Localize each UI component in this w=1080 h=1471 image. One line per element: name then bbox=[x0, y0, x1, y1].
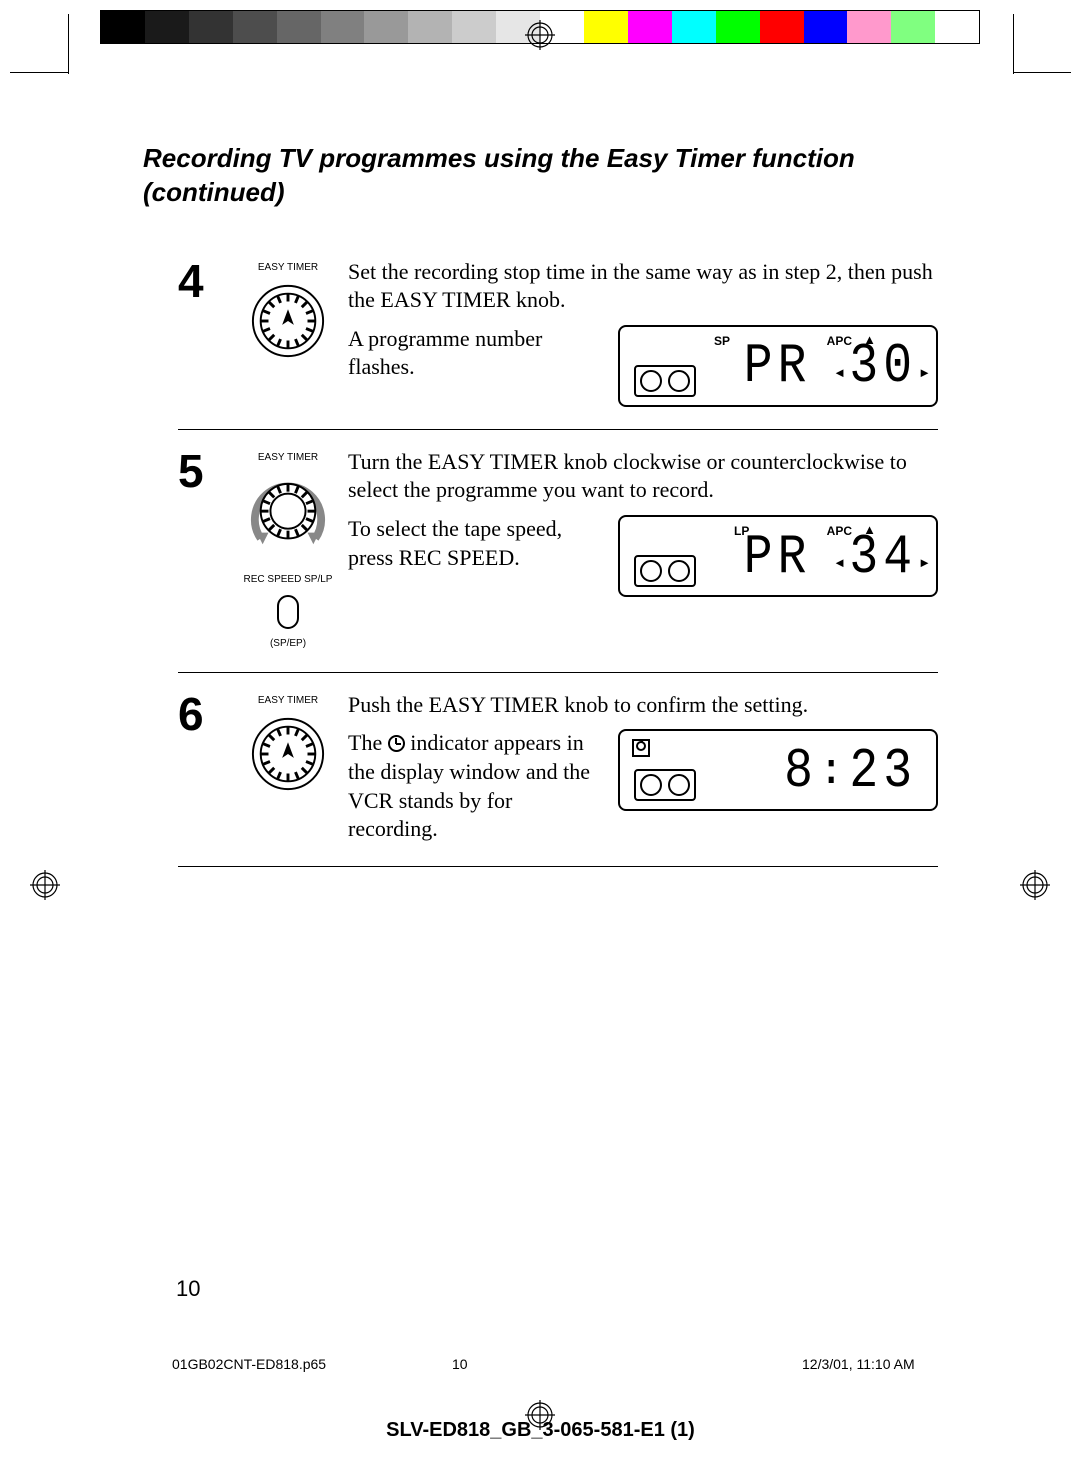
registration-mark-icon bbox=[1020, 870, 1050, 900]
crop-mark bbox=[1013, 72, 1071, 73]
knob-label: EASY TIMER bbox=[258, 262, 318, 274]
step-text-main: Set the recording stop time in the same … bbox=[348, 258, 938, 315]
page-number: 10 bbox=[176, 1276, 200, 1302]
clock-indicator-icon bbox=[632, 739, 650, 757]
crop-mark bbox=[1013, 14, 1014, 74]
lcd-readout: PR34 bbox=[744, 527, 914, 589]
clock-indicator-icon bbox=[388, 735, 405, 752]
step-icon-group: EASY TIMER bbox=[228, 258, 348, 360]
lcd-display: LP APC ▲ ◄ ► PR34 bbox=[618, 515, 938, 597]
step-icon-group: EASY TIMER REC SPEED SP/LP (SP/EP) bbox=[228, 448, 348, 650]
rec-speed-label: REC SPEED SP/LP bbox=[244, 574, 333, 586]
knob-label: EASY TIMER bbox=[258, 695, 318, 707]
easy-timer-knob-icon bbox=[249, 282, 327, 360]
page-title: Recording TV programmes using the Easy T… bbox=[143, 142, 938, 210]
lcd-display: 8:23 bbox=[618, 729, 938, 811]
easy-timer-knob-rotate-icon bbox=[249, 472, 327, 562]
step-number: 6 bbox=[178, 691, 228, 737]
document-code: SLV-ED818_GB_3-065-581-E1 (1) bbox=[68, 1419, 1013, 1442]
cassette-icon bbox=[634, 769, 696, 801]
step-text-sub: A programme number flashes. bbox=[348, 325, 594, 382]
cassette-icon bbox=[634, 555, 696, 587]
step-body: Set the recording stop time in the same … bbox=[348, 258, 938, 407]
steps-list: 4 EASY TIMER Set the recording stop time… bbox=[178, 240, 938, 867]
footer-page: 10 bbox=[452, 1356, 602, 1372]
step-5: 5 EASY TIMER REC SPEED SP/LP (SP/EP) bbox=[178, 430, 938, 673]
step-text-main: Push the EASY TIMER knob to confirm the … bbox=[348, 691, 938, 720]
crop-mark bbox=[10, 72, 68, 73]
step-text-main: Turn the EASY TIMER knob clockwise or co… bbox=[348, 448, 938, 505]
cassette-icon bbox=[634, 365, 696, 397]
step-text-sub: To select the tape speed, press REC SPEE… bbox=[348, 515, 594, 572]
step-body: Push the EASY TIMER knob to confirm the … bbox=[348, 691, 938, 844]
lcd-readout: PR30 bbox=[744, 336, 914, 398]
rec-speed-sublabel: (SP/EP) bbox=[270, 638, 306, 650]
lcd-readout: 8:23 bbox=[784, 741, 914, 803]
rec-speed-button-icon bbox=[276, 594, 300, 630]
lcd-display: SP APC ▲ ◄ ► PR30 bbox=[618, 325, 938, 407]
step-number: 5 bbox=[178, 448, 228, 494]
step-icon-group: EASY TIMER bbox=[228, 691, 348, 793]
step-text-sub: The indicator appears in the display win… bbox=[348, 729, 594, 843]
text-fragment: The bbox=[348, 730, 388, 755]
easy-timer-knob-icon bbox=[249, 715, 327, 793]
step-4: 4 EASY TIMER Set the recording stop time… bbox=[178, 240, 938, 430]
registration-mark-icon bbox=[525, 20, 555, 50]
step-6: 6 EASY TIMER Push the EASY TIMER knob to… bbox=[178, 673, 938, 867]
manual-page: Recording TV programmes using the Easy T… bbox=[68, 72, 1013, 1432]
footer-filename: 01GB02CNT-ED818.p65 bbox=[172, 1356, 452, 1372]
triangle-right-icon: ► bbox=[918, 365, 931, 382]
knob-label: EASY TIMER bbox=[258, 452, 318, 464]
crop-mark bbox=[68, 14, 69, 74]
triangle-right-icon: ► bbox=[918, 555, 931, 572]
lcd-mode-label: SP bbox=[714, 334, 730, 350]
print-footer: 01GB02CNT-ED818.p65 10 12/3/01, 11:10 AM bbox=[172, 1356, 938, 1372]
footer-date: 12/3/01, 11:10 AM bbox=[602, 1356, 938, 1372]
step-number: 4 bbox=[178, 258, 228, 304]
registration-mark-icon bbox=[30, 870, 60, 900]
step-body: Turn the EASY TIMER knob clockwise or co… bbox=[348, 448, 938, 597]
